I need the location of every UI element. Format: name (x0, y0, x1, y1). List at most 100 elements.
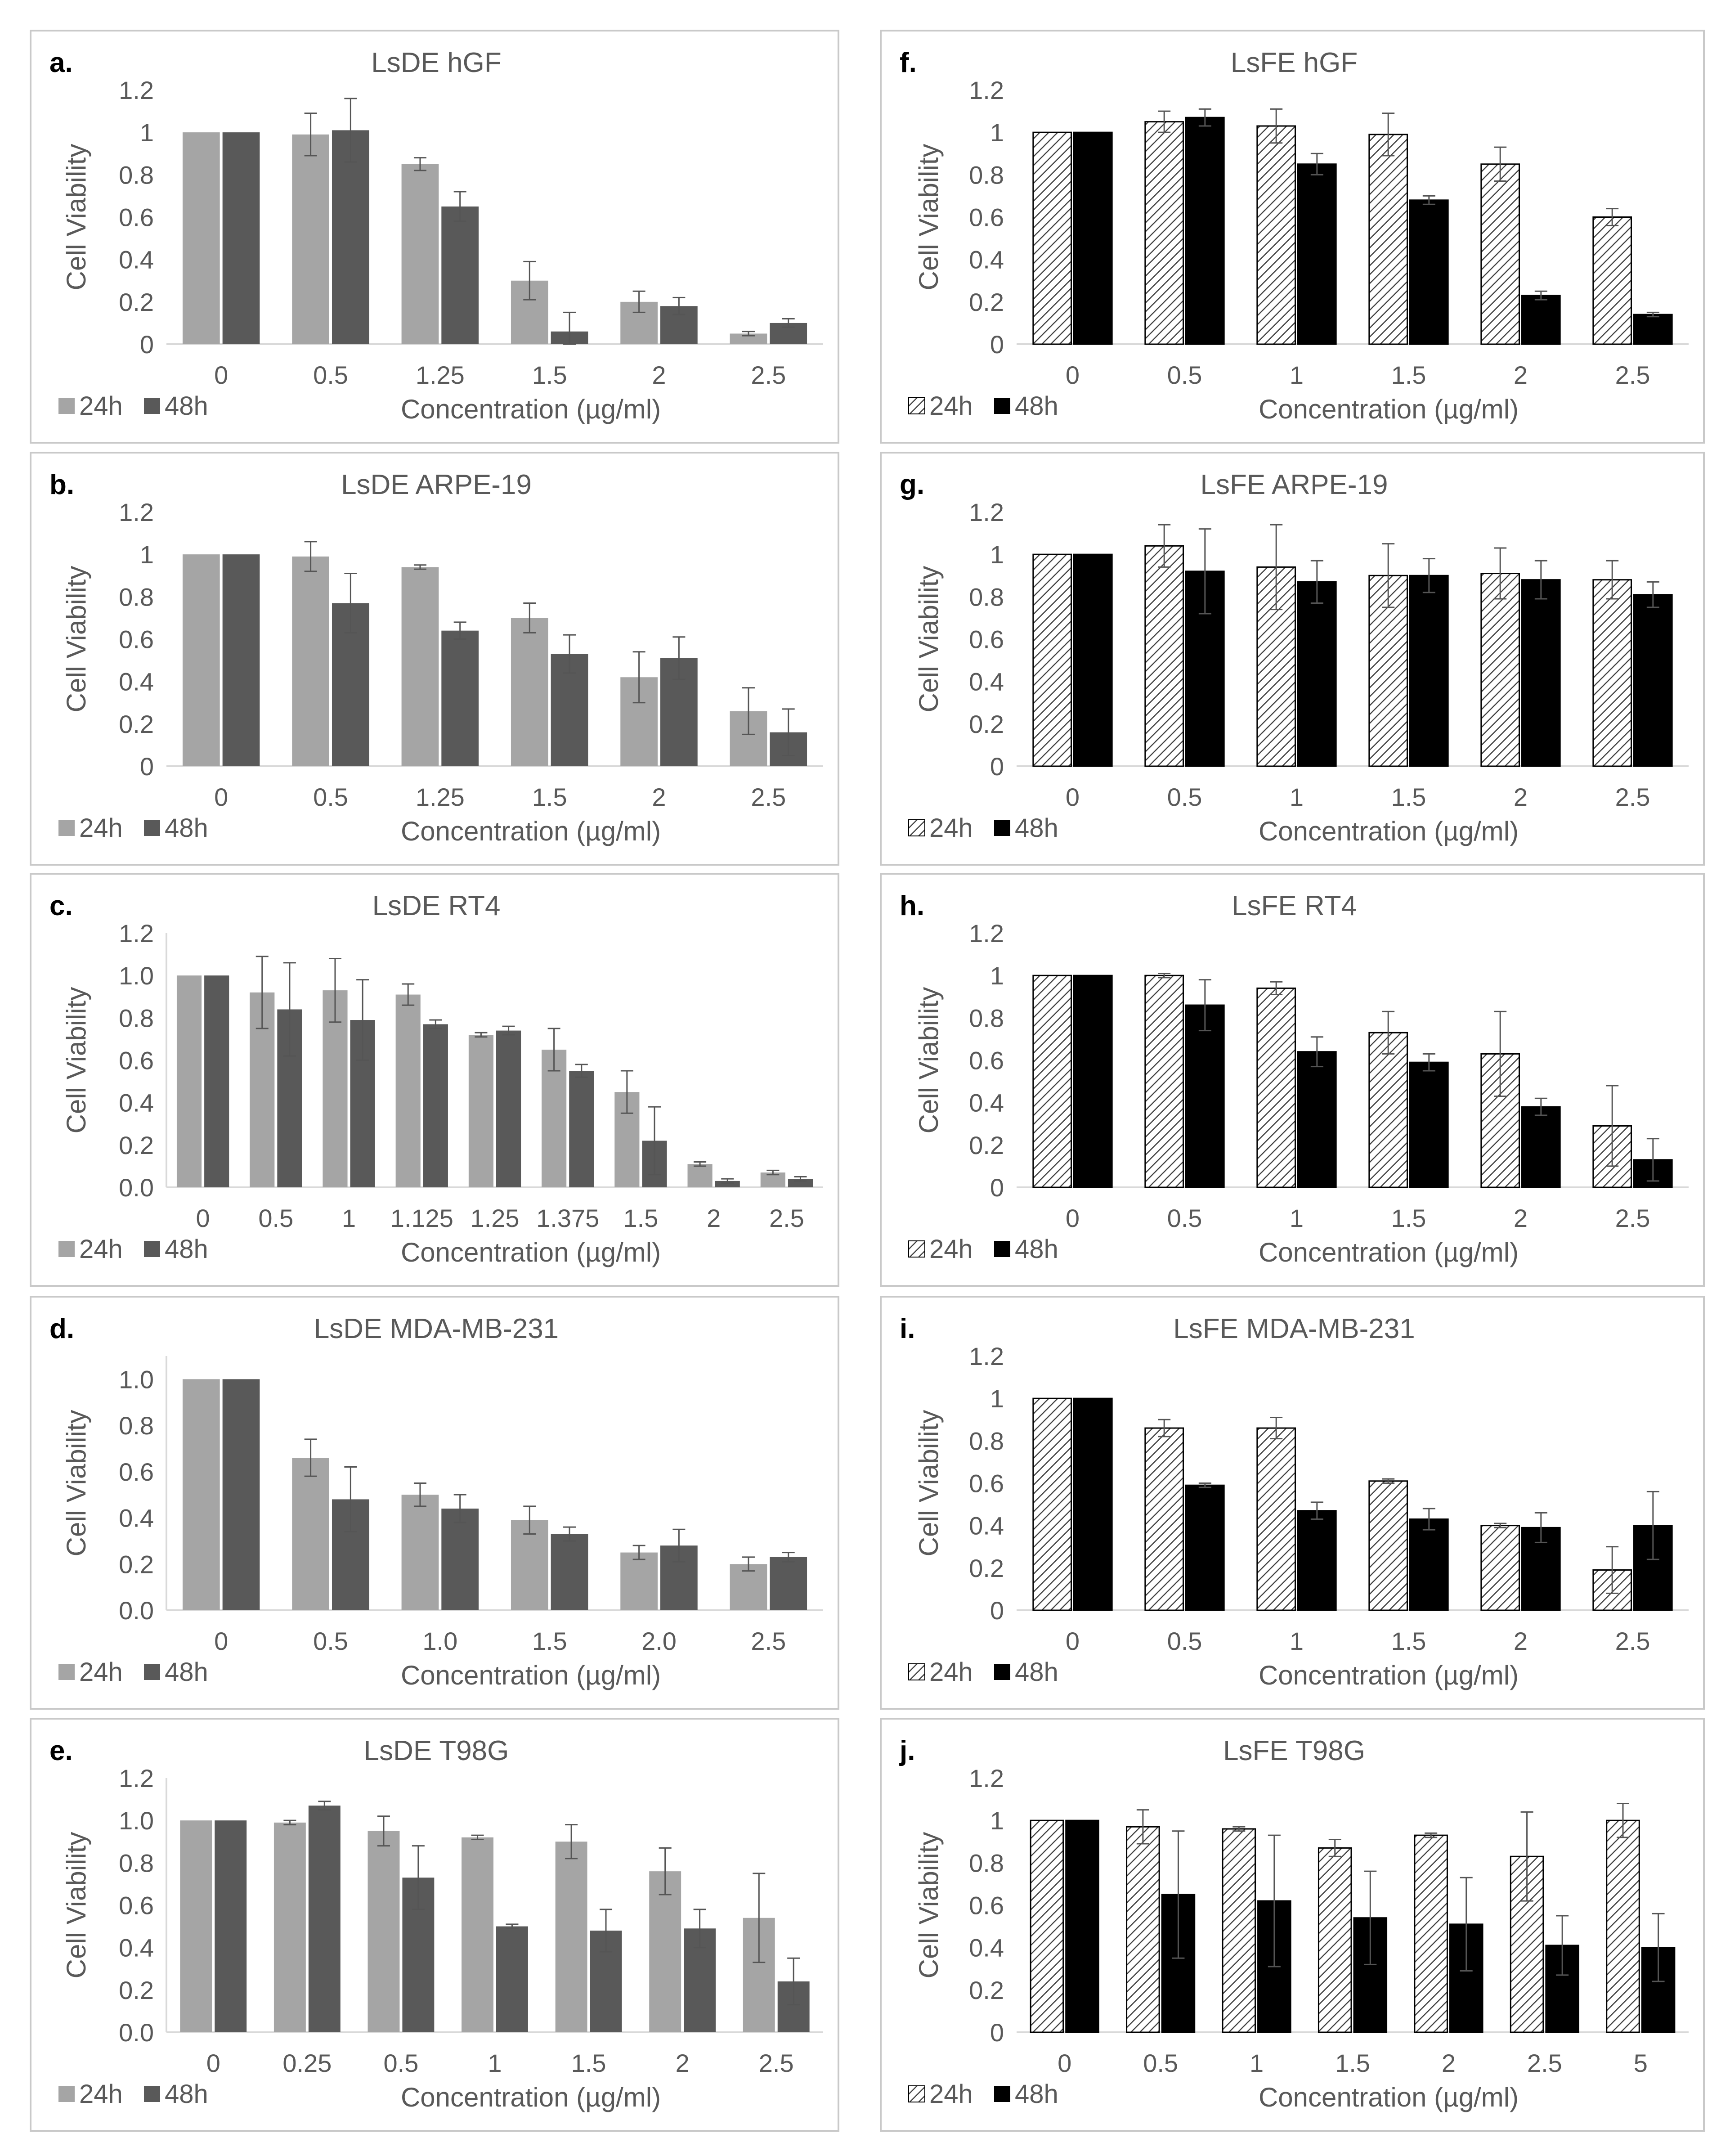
bar-48h-1.5 (1409, 1518, 1449, 1611)
x-tick-label: 2 (1514, 1204, 1528, 1232)
bar-48h-2.5 (1633, 314, 1673, 345)
bar-24h-0 (180, 1820, 212, 2032)
bar-24h-0 (176, 975, 202, 1187)
chart-panel-i: i. LsFE MDA-MB-231 0 0.2 0.4 0.6 0.8 1 1.2 Cell V… (880, 1296, 1705, 1710)
x-tick-label: 1.5 (1335, 2049, 1370, 2077)
bar-24h-1 (1256, 125, 1296, 345)
y-tick-label: 0.0 (119, 2018, 154, 2047)
y-tick-label: 0 (990, 330, 1004, 359)
y-tick-label: 0.8 (119, 1004, 154, 1032)
y-tick-label: 1.0 (119, 1806, 154, 1835)
panel-letter: c. (49, 890, 73, 921)
bar-48h-0.5 (1185, 117, 1225, 345)
panel-letter: e. (49, 1735, 73, 1766)
x-tick-label: 0.5 (313, 361, 348, 389)
x-tick-label: 1.5 (623, 1204, 659, 1232)
chart-panel-j: j. LsFE T98G 0 0.2 0.4 0.6 0.8 1 1.2 Cell Viabili… (880, 1718, 1705, 2132)
x-tick-label: 1 (1290, 1204, 1304, 1232)
y-tick-label: 1.2 (119, 1764, 154, 1792)
legend-swatch-48h (144, 2086, 160, 2102)
x-tick-label: 1.0 (422, 1627, 457, 1655)
y-tick-label: 0.4 (969, 246, 1004, 274)
bar-24h-1 (462, 1837, 493, 2032)
x-tick-label: 1 (1290, 361, 1304, 389)
y-tick-label: 1 (990, 118, 1004, 147)
x-tick-label: 2.0 (641, 1627, 677, 1655)
bar-48h-0.5 (1185, 1004, 1225, 1188)
y-tick-label: 0.2 (119, 1976, 154, 2004)
x-tick-label: 2.5 (1527, 2049, 1562, 2077)
y-tick-label: 0.4 (969, 668, 1004, 696)
y-tick-label: 1 (990, 540, 1004, 569)
x-tick-label: 1.5 (1391, 783, 1426, 811)
bar-24h-1.5 (1368, 134, 1408, 345)
x-tick-label: 2 (1514, 1627, 1528, 1655)
legend-swatch-24h (58, 820, 75, 836)
y-tick-label: 0.6 (969, 203, 1004, 232)
bar-48h-0 (1073, 1397, 1113, 1611)
y-tick-label: 0.2 (969, 1976, 1004, 2004)
y-axis-label: Cell Viability (914, 144, 944, 291)
y-tick-label: 0 (990, 752, 1004, 781)
panel-letter: d. (49, 1313, 74, 1344)
bar-24h-0.5 (292, 1458, 329, 1610)
legend-label-48h: 48h (165, 2080, 208, 2109)
x-tick-label: 1 (1290, 783, 1304, 811)
y-tick-label: 0.8 (119, 1849, 154, 1877)
x-tick-label: 0 (1066, 1204, 1080, 1232)
x-tick-label: 2.5 (759, 2049, 794, 2077)
bar-48h-0.25 (308, 1806, 341, 2032)
chart-panel-e: e. LsDE T98G 0.0 0.2 0.4 0.6 0.8 1.0 1.2 Cell Via… (30, 1718, 839, 2132)
legend-swatch-48h (994, 1664, 1010, 1680)
bar-24h-0 (182, 1379, 220, 1610)
x-tick-label: 1 (1250, 2049, 1264, 2077)
bar-48h-0 (222, 132, 260, 344)
x-tick-label: 2 (707, 1204, 721, 1232)
legend-swatch-24h (908, 397, 925, 414)
bar-48h-0.5 (1185, 570, 1225, 767)
panel-letter: b. (49, 469, 74, 500)
y-tick-label: 0.2 (969, 1131, 1004, 1159)
bar-24h-2 (649, 1871, 681, 2032)
y-tick-label: 0.4 (119, 1089, 154, 1117)
legend-swatch-48h (144, 398, 160, 414)
panel-letter: j. (899, 1735, 915, 1766)
y-tick-label: 0.2 (119, 710, 154, 738)
y-tick-label: 0.6 (119, 1458, 154, 1486)
y-tick-label: 0 (140, 330, 154, 359)
y-tick-label: 0.6 (969, 1047, 1004, 1075)
x-tick-label: 1.125 (390, 1204, 453, 1232)
bar-48h-1 (1297, 581, 1337, 767)
bar-48h-1.0 (441, 1509, 479, 1610)
x-tick-label: 1.5 (532, 361, 567, 389)
bar-48h-0 (1073, 131, 1113, 345)
legend-swatch-24h (58, 2086, 75, 2102)
bar-48h-2 (1521, 295, 1561, 345)
y-tick-label: 0.6 (119, 1891, 154, 1920)
bar-24h-2.0 (620, 1552, 658, 1610)
bar-24h-1.5 (555, 1842, 587, 2032)
bar-48h-1 (1297, 1510, 1337, 1611)
y-tick-label: 0.8 (969, 1427, 1004, 1455)
x-axis-label: Concentration (µg/ml) (1259, 394, 1519, 424)
legend-label-24h: 24h (79, 813, 123, 843)
bar-24h-2 (1480, 163, 1520, 345)
legend-swatch-24h (58, 1664, 75, 1680)
chart-panel-g: g. LsFE ARPE-19 0 0.2 0.4 0.6 0.8 1 1.2 Cell Viab… (880, 452, 1705, 866)
bar-48h-0 (1073, 975, 1113, 1188)
x-tick-label: 2 (1442, 2049, 1456, 2077)
legend-swatch-48h (144, 1241, 160, 1257)
x-axis-label: Concentration (µg/ml) (401, 816, 661, 846)
bar-24h-1.0 (401, 1495, 439, 1610)
x-tick-label: 1.5 (1391, 361, 1426, 389)
bar-48h-1.5 (551, 1534, 588, 1610)
x-tick-label: 1.375 (536, 1204, 599, 1232)
y-tick-label: 0 (990, 1596, 1004, 1625)
legend-label-48h: 48h (1015, 391, 1058, 421)
chart-svg-b: b. LsDE ARPE-19 0 0.2 0.4 0.6 0.8 1 1.2 Cell Viab… (49, 469, 823, 846)
y-tick-label: 1.2 (969, 1342, 1004, 1370)
x-tick-label: 2.5 (1615, 361, 1650, 389)
y-tick-label: 0.4 (969, 1089, 1004, 1117)
x-tick-label: 0 (1066, 783, 1080, 811)
